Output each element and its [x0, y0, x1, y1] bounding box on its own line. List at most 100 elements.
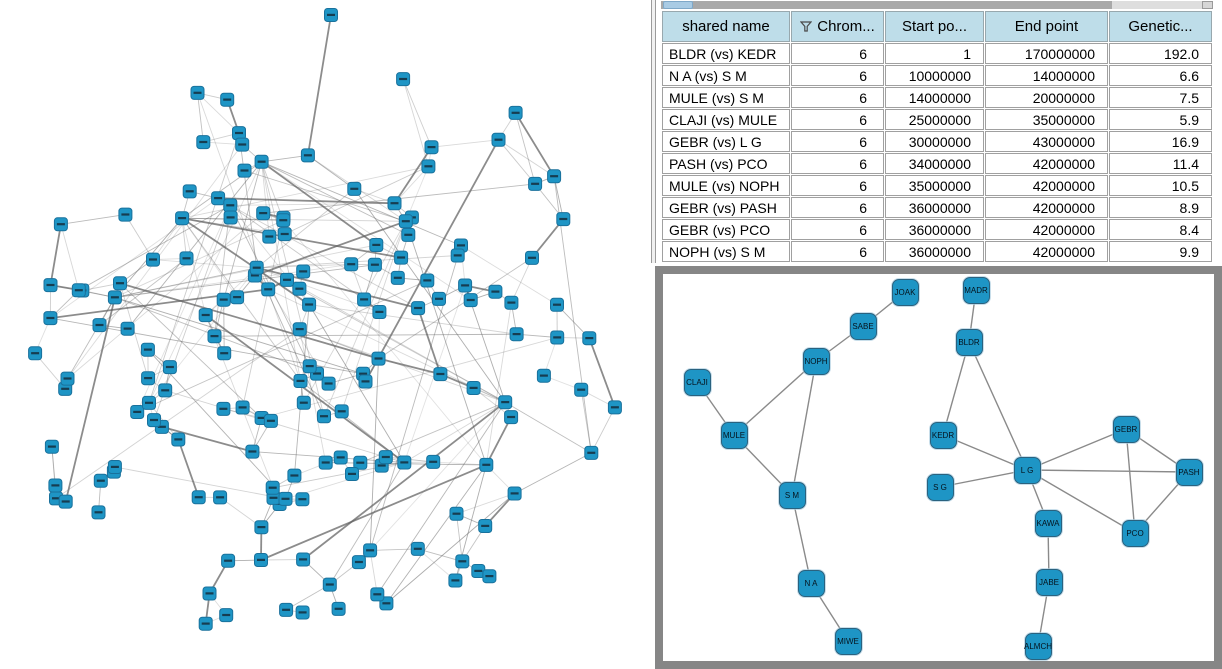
network-node[interactable] [324, 8, 338, 22]
network-node[interactable] [528, 176, 543, 191]
network-node-pco[interactable]: PCO [1121, 519, 1149, 547]
network-node[interactable] [370, 587, 385, 602]
network-node[interactable] [261, 282, 276, 297]
network-node[interactable] [140, 342, 155, 357]
network-node[interactable] [207, 329, 222, 344]
network-node-madr[interactable]: MADR [962, 276, 990, 304]
table-cell[interactable]: 42000000 [985, 197, 1108, 218]
network-node[interactable] [280, 272, 294, 287]
network-node-gebr[interactable]: GEBR [1112, 415, 1140, 443]
network-edge[interactable] [1026, 469, 1136, 534]
network-node[interactable] [279, 602, 294, 617]
network-node[interactable] [420, 273, 435, 288]
network-node[interactable] [397, 455, 412, 470]
network-node[interactable] [213, 490, 228, 505]
table-cell[interactable]: 6 [791, 131, 884, 152]
table-cell[interactable]: 35000000 [985, 109, 1108, 130]
network-node[interactable] [211, 191, 226, 206]
network-node[interactable] [141, 371, 156, 386]
network-node[interactable] [113, 276, 127, 291]
network-node-kedr[interactable]: KEDR [929, 421, 957, 449]
network-node[interactable] [292, 281, 307, 296]
network-node[interactable] [287, 468, 302, 483]
network-node[interactable] [433, 367, 448, 382]
network-node[interactable] [220, 92, 235, 107]
table-cell[interactable]: GEBR (vs) PASH [662, 197, 790, 218]
table-cell[interactable]: 192.0 [1109, 43, 1212, 64]
network-node-sabe[interactable]: SABE [849, 312, 877, 340]
column-header-end-point[interactable]: End point [985, 11, 1108, 42]
table-cell[interactable]: 6 [791, 219, 884, 240]
network-node[interactable] [398, 214, 413, 229]
network-edge[interactable] [1026, 469, 1190, 473]
table-cell[interactable]: 6 [791, 197, 884, 218]
table-row[interactable]: CLAJI (vs) MULE 6 25000000 35000000 5.9 [662, 109, 1212, 130]
network-node[interactable] [318, 455, 333, 470]
network-node[interactable] [509, 327, 524, 342]
network-edge[interactable] [791, 360, 817, 496]
network-node[interactable] [196, 135, 211, 150]
network-view-canvas[interactable]: JOAK MADR SABE BLDR NOPH CLAJI GEBR MULE KEDR L G… [663, 274, 1214, 661]
network-node[interactable] [556, 212, 571, 227]
table-cell[interactable]: PASH (vs) PCO [662, 153, 790, 174]
network-node[interactable] [28, 346, 43, 361]
network-node[interactable] [491, 132, 506, 147]
table-cell[interactable]: 10.5 [1109, 175, 1212, 196]
network-node[interactable] [296, 264, 311, 279]
network-node-pash[interactable]: PASH [1175, 458, 1203, 486]
network-node[interactable] [449, 506, 464, 521]
network-node[interactable] [607, 400, 622, 415]
table-row[interactable]: GEBR (vs) PASH 6 36000000 42000000 8.9 [662, 197, 1212, 218]
network-node[interactable] [331, 601, 346, 616]
network-node[interactable] [302, 359, 317, 374]
table-cell[interactable]: 42000000 [985, 175, 1108, 196]
table-cell[interactable]: 6 [791, 43, 884, 64]
network-node[interactable] [507, 486, 522, 501]
network-node[interactable] [396, 72, 411, 87]
network-node[interactable] [479, 457, 494, 472]
column-header-shared-name[interactable]: shared name [662, 11, 790, 42]
network-node[interactable] [295, 492, 310, 507]
network-node[interactable] [120, 321, 135, 336]
network-node[interactable] [372, 305, 387, 319]
table-cell[interactable]: 42000000 [985, 153, 1108, 174]
column-header-start-po---[interactable]: Start po... [885, 11, 984, 42]
network-node[interactable] [277, 227, 292, 242]
network-node[interactable] [158, 383, 173, 398]
network-node[interactable] [254, 154, 269, 169]
filter-funnel-icon[interactable] [800, 21, 813, 32]
table-cell[interactable]: 20000000 [985, 87, 1108, 108]
table-row[interactable]: MULE (vs) NOPH 6 35000000 42000000 10.5 [662, 175, 1212, 196]
network-node[interactable] [296, 552, 311, 567]
table-cell[interactable]: 6.6 [1109, 65, 1212, 86]
network-node[interactable] [302, 297, 317, 312]
network-node[interactable] [369, 238, 384, 252]
column-header-genetic---[interactable]: Genetic... [1109, 11, 1212, 42]
network-node[interactable] [371, 351, 386, 366]
network-node[interactable] [488, 284, 503, 299]
network-node[interactable] [216, 401, 231, 416]
network-node[interactable] [263, 413, 278, 428]
network-node[interactable] [504, 410, 519, 425]
network-node-n-a[interactable]: N A [797, 569, 825, 597]
network-view-panel[interactable]: JOAK MADR SABE BLDR NOPH CLAJI GEBR MULE KEDR L G… [655, 266, 1222, 669]
network-node[interactable] [71, 283, 86, 298]
table-cell[interactable]: 36000000 [885, 241, 984, 262]
network-node[interactable] [198, 616, 213, 631]
network-node[interactable] [367, 257, 382, 272]
horizontal-scrollbar[interactable] [661, 1, 1213, 9]
table-cell[interactable]: 6 [791, 109, 884, 130]
network-node[interactable] [230, 290, 245, 305]
network-node[interactable] [276, 213, 291, 228]
table-cell[interactable]: 6 [791, 241, 884, 262]
column-header-chrom---[interactable]: Chrom... [791, 11, 884, 42]
table-cell[interactable]: 6 [791, 65, 884, 86]
network-node[interactable] [321, 376, 336, 391]
table-row[interactable]: BLDR (vs) KEDR 6 1 170000000 192.0 [662, 43, 1212, 64]
network-node[interactable] [300, 148, 315, 163]
network-node[interactable] [378, 450, 393, 465]
network-node[interactable] [547, 169, 562, 184]
network-node-miwe[interactable]: MIWE [834, 627, 862, 655]
network-node[interactable] [43, 311, 58, 326]
network-node[interactable] [107, 460, 122, 474]
